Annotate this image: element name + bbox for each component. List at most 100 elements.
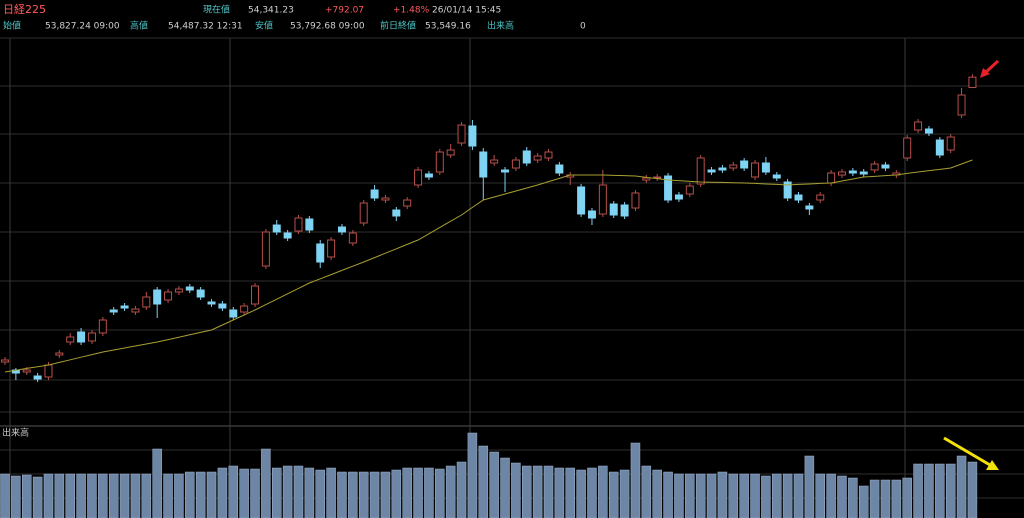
volume-bar (282, 465, 293, 518)
candle-body (44, 364, 53, 378)
stat-label: 安値 (255, 20, 273, 32)
candle-body (903, 137, 912, 159)
candle-body (696, 157, 705, 185)
candle-body (479, 151, 488, 178)
volume-bar (902, 477, 912, 518)
candle-body (555, 164, 564, 174)
candle-body (968, 76, 977, 88)
candle-body (261, 231, 270, 267)
candle-body (305, 218, 314, 231)
volume-bar (326, 467, 336, 518)
stat-label: 始値 (3, 20, 21, 32)
volume-bar (21, 474, 32, 518)
volume-bar (913, 463, 923, 518)
candle-body (501, 169, 510, 173)
candle-body (957, 94, 966, 116)
volume-bar (554, 467, 565, 518)
candle-body (251, 285, 260, 305)
volume-bar (195, 471, 206, 518)
candle-body (511, 159, 520, 169)
volume-label: 出来高 (2, 427, 29, 439)
volume-bar (217, 467, 228, 518)
volume-bar (608, 471, 619, 518)
volume-bar (293, 465, 304, 518)
volume-bar (98, 473, 108, 518)
volume-bar (793, 473, 804, 518)
volume-bar (391, 469, 402, 518)
candle-body (751, 162, 760, 178)
candle-body (848, 170, 857, 174)
volume-bar (0, 473, 10, 518)
volume-bar (11, 475, 21, 518)
candle-body (924, 128, 933, 134)
volume-bar (358, 471, 369, 518)
candle-body (414, 169, 423, 186)
candle-body (490, 159, 499, 164)
candle-body (533, 155, 542, 161)
volume-bar (543, 465, 554, 518)
volume-bar (641, 465, 652, 518)
volume-bar (228, 465, 239, 518)
candle-body (66, 336, 75, 343)
candle-body (946, 136, 955, 151)
candle-body (370, 189, 379, 199)
volume-bar (935, 463, 945, 518)
volume-bar (272, 467, 282, 518)
candle-body (22, 369, 31, 373)
candle-body (120, 305, 129, 309)
candle-body (240, 305, 249, 313)
datetime: 26/01/14 15:45 (432, 6, 501, 16)
change: +792.07 (325, 6, 364, 16)
candle-body (740, 160, 749, 169)
candle-body (914, 121, 923, 131)
candle-body (164, 291, 173, 301)
candle-body (142, 296, 151, 308)
volume-bar (532, 465, 543, 518)
candle-body (827, 172, 836, 184)
candle-body (761, 162, 770, 173)
candle-body (33, 375, 42, 380)
volume-bar (424, 467, 434, 518)
volume-bar (152, 448, 162, 518)
candle-body (805, 205, 814, 210)
volume-bar (141, 473, 152, 518)
volume-bar (804, 455, 815, 518)
candle-body (772, 174, 781, 179)
candle-body (272, 224, 281, 233)
candle-body (653, 176, 662, 179)
volume-bar (685, 473, 695, 518)
candle-body (55, 352, 64, 356)
candle-body (718, 167, 727, 171)
volume-bar (782, 473, 793, 518)
volume-bar (511, 462, 521, 518)
candle-body (685, 185, 694, 195)
price: 54,341.23 (248, 6, 294, 16)
volume-bar (967, 461, 978, 518)
volume-bar (706, 473, 717, 518)
volume-bar (337, 471, 347, 518)
price-label: 現在値 (203, 4, 230, 16)
volume-bar (467, 432, 478, 518)
stat-value: 53,549.16 (425, 22, 471, 32)
title: 日経225 (3, 3, 46, 16)
volume-bar (478, 445, 489, 518)
volume-bar (402, 467, 412, 518)
volume-bar (413, 467, 423, 518)
volume-bar (739, 473, 749, 518)
volume-bar (663, 471, 673, 518)
stat-value: 53,792.68 09:00 (290, 22, 365, 32)
candle-body (446, 149, 455, 156)
volume-bar (206, 471, 217, 518)
volume-bar (587, 467, 597, 518)
volume-bar (880, 479, 891, 518)
volume-bar (750, 473, 760, 518)
volume-bar (500, 457, 510, 518)
candle-body (729, 164, 738, 169)
volume-bar (772, 473, 782, 518)
candle-body (468, 125, 477, 147)
candle-body (435, 151, 444, 173)
volume-bar (815, 473, 825, 518)
candle-body (674, 194, 683, 200)
